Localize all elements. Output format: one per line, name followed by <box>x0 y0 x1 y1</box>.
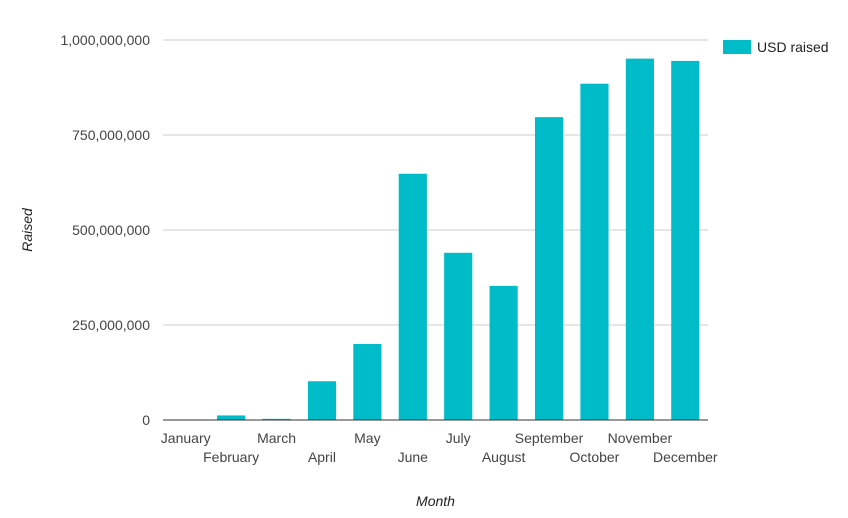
y-axis-ticks: 0 250,000,000 500,000,000 750,000,000 1,000,… <box>60 32 150 428</box>
x-tick-label: December <box>653 449 718 465</box>
x-axis-ticks: January February March April May June July Augu… <box>161 430 718 465</box>
x-tick-label: June <box>398 449 429 465</box>
y-axis-title: Raised <box>19 207 35 252</box>
bar-december <box>671 60 700 421</box>
x-tick-label: January <box>161 430 211 446</box>
bar-february <box>217 415 246 420</box>
x-tick-label: November <box>608 430 673 446</box>
legend-swatch <box>723 40 751 54</box>
x-tick-label: July <box>446 430 471 446</box>
bar-june <box>398 173 427 420</box>
bar-march <box>262 418 291 420</box>
bar-october <box>580 83 609 420</box>
bar-september <box>534 117 564 420</box>
y-tick-label: 750,000,000 <box>72 127 150 143</box>
x-tick-label: March <box>257 430 296 446</box>
x-axis-title: Month <box>416 493 455 509</box>
bars <box>171 58 700 421</box>
x-tick-label: October <box>570 449 620 465</box>
x-tick-label: August <box>482 449 526 465</box>
y-tick-label: 250,000,000 <box>72 317 150 333</box>
legend-label: USD raised <box>757 39 829 55</box>
y-tick-label: 500,000,000 <box>72 222 150 238</box>
bar-july <box>444 252 473 420</box>
bar-august <box>489 285 518 420</box>
bar-may <box>353 344 382 420</box>
bar-november <box>625 58 654 421</box>
y-tick-label: 1,000,000,000 <box>60 32 150 48</box>
x-tick-label: April <box>308 449 336 465</box>
bar-april <box>307 381 337 420</box>
x-tick-label: September <box>515 430 584 446</box>
x-tick-label: May <box>354 430 380 446</box>
gridlines <box>163 39 708 326</box>
y-tick-label: 0 <box>142 412 150 428</box>
x-tick-label: February <box>203 449 259 465</box>
legend: USD raised <box>723 39 829 55</box>
